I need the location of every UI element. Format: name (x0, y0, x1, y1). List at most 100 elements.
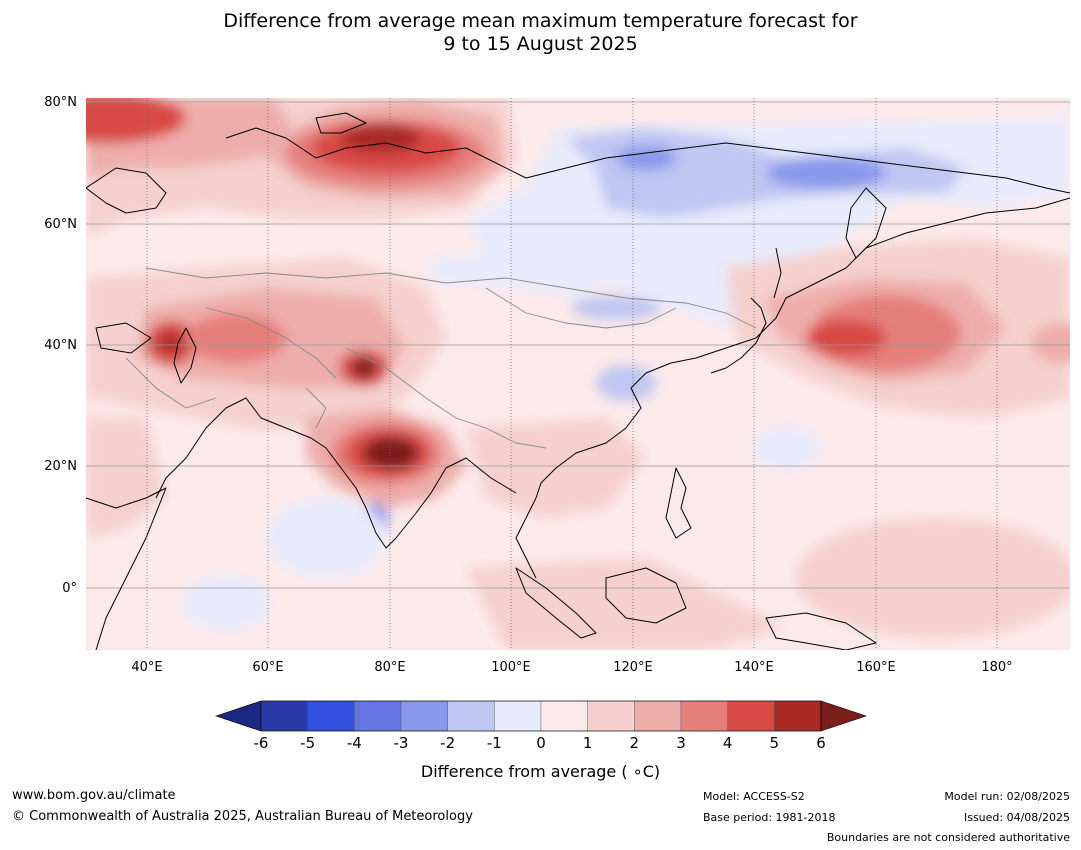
coastline-indochina (515, 497, 537, 579)
graticule (86, 101, 1070, 589)
warm-core-nw-siberia (341, 123, 421, 153)
anomaly-map (26, 93, 1081, 651)
warm-zone-pacific-south (796, 518, 1076, 638)
colorbar-cell (447, 700, 495, 732)
coastline-novaya-zemlya (315, 112, 367, 134)
lat-label-0: 0° (62, 581, 77, 596)
colorbar-extend-low (215, 700, 262, 732)
title-line-1: Difference from average mean maximum tem… (223, 10, 858, 32)
colorbar-extend-high (820, 700, 867, 732)
colorbar-tick-label: -6 (253, 734, 269, 752)
colorbar-tick-label: 4 (722, 734, 733, 752)
coastline-kamchatka (845, 187, 887, 259)
coastline-bay-of-bengal (310, 437, 517, 549)
colorbar-cell (400, 700, 448, 732)
cool-zone-equator (181, 575, 271, 631)
lat-label-40n: 40°N (44, 338, 77, 353)
colorbar-tick-label: 3 (676, 734, 686, 752)
coastline-borneo (605, 567, 687, 624)
warm-core-tibet (352, 358, 376, 378)
colorbar-tick-label: 0 (536, 734, 546, 752)
warm-core-caucasus (159, 333, 183, 353)
border-russia-south (145, 267, 757, 329)
coastline-caspian (173, 327, 197, 384)
lon-label-40e: 40°E (131, 660, 163, 675)
warm-zone-west (86, 418, 166, 538)
coastlines (85, 112, 1071, 651)
footer-disclaimer: Boundaries are not considered authoritat… (826, 831, 1070, 844)
coastline-africa (85, 487, 167, 651)
coastline-sakhalin (773, 247, 782, 299)
lon-label-180: 180° (981, 660, 1013, 675)
border-china-south (345, 347, 547, 449)
warm-core-nw-pacific (806, 320, 886, 356)
warm-zone-persia (186, 313, 286, 363)
colorbar-cell (634, 700, 682, 732)
warm-zone-far-east-pacific (1031, 323, 1081, 363)
lat-label-60n: 60°N (44, 217, 77, 232)
map-canvas (26, 93, 1081, 651)
colorbar-tick-label: 6 (816, 734, 826, 752)
country-borders (125, 267, 757, 449)
colorbar-cell (727, 700, 775, 732)
title-line-2: 9 to 15 August 2025 (443, 33, 638, 55)
lon-label-80e: 80°E (374, 660, 406, 675)
colorbar-tick-label: -1 (486, 734, 502, 752)
lon-label-100e: 100°E (491, 660, 531, 675)
colorbar-tick-label: -4 (346, 734, 362, 752)
colorbar-cell (307, 700, 355, 732)
colorbar-tick-label: 5 (769, 734, 780, 752)
footer-copyright: © Commonwealth of Australia 2025, Austra… (12, 809, 473, 824)
colorbar-tick-label: -5 (300, 734, 316, 752)
colorbar-tick-label: -3 (393, 734, 409, 752)
footer-model-run: Model run: 02/08/2025 (944, 790, 1070, 803)
coastline-scandinavia (85, 167, 167, 214)
colorbar-frame (260, 700, 822, 732)
colorbar-title: Difference from average ( ∘C) (420, 762, 661, 781)
lat-label-20n: 20°N (44, 459, 77, 474)
border-mongolia (485, 287, 677, 329)
colorbar (215, 700, 867, 732)
border-india-pakistan (305, 387, 327, 429)
lon-label-160e: 160°E (856, 660, 896, 675)
lon-label-60e: 60°E (252, 660, 284, 675)
warm-core-india (363, 437, 419, 469)
coastline-arabia (155, 397, 312, 499)
colorbar-cell (587, 700, 635, 732)
cool-core-east-siberia (766, 157, 886, 189)
colorbar-cells (260, 700, 822, 732)
coastline-new-guinea (765, 612, 877, 651)
lon-label-120e: 120°E (613, 660, 653, 675)
colorbar-tick-label: 2 (629, 734, 640, 752)
footer-base-period: Base period: 1981-2018 (703, 811, 836, 824)
border-middle-east (125, 357, 217, 409)
lat-label-80n: 80°N (44, 95, 77, 110)
cool-zone-korea (596, 365, 656, 401)
coastline-arctic (225, 127, 1071, 194)
cool-core-central-siberia (616, 146, 676, 170)
footer-issued: Issued: 04/08/2025 (963, 811, 1070, 824)
cool-zone-central-asia (426, 248, 606, 298)
cool-zone-pacific (751, 426, 821, 470)
coastline-philippines (665, 467, 692, 539)
chart-title: Difference from average mean maximum tem… (0, 10, 1081, 56)
colorbar-cell (540, 700, 588, 732)
border-central-asia (205, 307, 337, 379)
lon-label-140e: 140°E (734, 660, 774, 675)
cool-zone-mongolia (571, 296, 661, 320)
colorbar-tick-label: -2 (440, 734, 456, 752)
footer-website: www.bom.gov.au/climate (12, 788, 176, 803)
coastline-japan (710, 297, 767, 374)
meridians (146, 98, 998, 650)
coastline-sumatra (515, 567, 597, 639)
coastline-black-sea (95, 322, 152, 354)
cool-zone-indian-ocean (266, 498, 386, 578)
coastline-china (535, 337, 757, 499)
colorbar-cell (774, 700, 822, 732)
warm-zone-equatorial (466, 558, 786, 650)
colorbar-cell (260, 700, 308, 732)
colorbar-cell (354, 700, 402, 732)
colorbar-tick-label: 1 (582, 734, 593, 752)
colorbar-cell (494, 700, 542, 732)
footer-model: Model: ACCESS-S2 (703, 790, 805, 803)
